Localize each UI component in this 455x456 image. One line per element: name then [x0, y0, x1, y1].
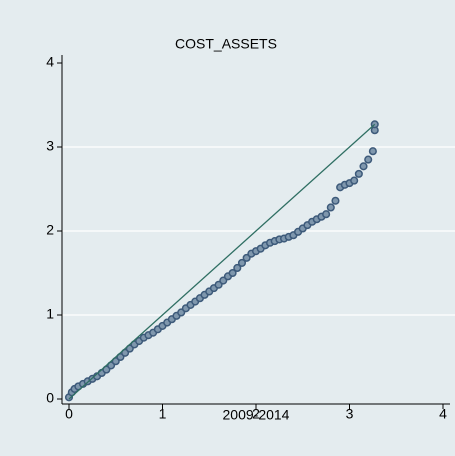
data-point [354, 169, 363, 178]
x-tick-label: 2 [252, 406, 260, 422]
chart-title: COST_ASSETS [175, 36, 277, 52]
data-point [237, 258, 247, 267]
data-point [364, 155, 373, 164]
x-axis-label: 2009-2014 [223, 407, 290, 423]
reference-line [68, 123, 376, 400]
y-tick-label: 2 [46, 222, 54, 238]
data-point [233, 263, 242, 273]
x-tick-label: 4 [439, 406, 447, 422]
x-tick-label: 3 [346, 406, 354, 422]
data-point [322, 210, 331, 219]
data-point [326, 203, 335, 212]
y-tick-label: 4 [46, 54, 54, 70]
y-tick-label: 1 [46, 306, 54, 322]
y-tick-label: 3 [46, 138, 54, 154]
data-point [368, 147, 377, 156]
data-point [228, 268, 237, 278]
data-point [359, 162, 368, 171]
data-point [350, 176, 359, 185]
y-tick-label: 0 [46, 390, 54, 406]
x-tick-label: 1 [159, 406, 167, 422]
data-point [331, 196, 340, 205]
x-tick-label: 0 [65, 406, 73, 422]
